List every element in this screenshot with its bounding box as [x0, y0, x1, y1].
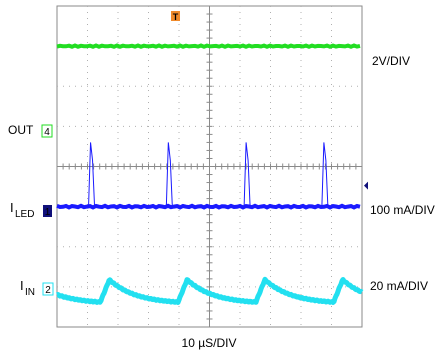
- trace-iled: [56, 203, 361, 210]
- spike-iled: [321, 142, 329, 207]
- scale-label-iled: 100 mA/DIV: [370, 203, 435, 217]
- label-iled-sub: LED: [15, 209, 34, 220]
- channel-badge-out: 4: [44, 127, 50, 138]
- label-iin-sub: IN: [25, 287, 35, 298]
- channel-badge-iled: 1: [45, 207, 51, 218]
- traces: [55, 43, 368, 305]
- trigger-marker: T: [171, 11, 180, 22]
- scale-label-iin: 20 mA/DIV: [370, 279, 428, 293]
- trace-iin: [55, 276, 364, 305]
- channel-label-iin: I IN 2: [20, 278, 54, 298]
- x-axis-label: 10 µS/DIV: [182, 336, 237, 350]
- spike-iled: [165, 142, 173, 207]
- channel-label-iled: I LED 1: [10, 200, 52, 220]
- channel-badge-iin: 2: [45, 285, 51, 296]
- spike-iled: [88, 142, 96, 207]
- grid: [56, 5, 363, 328]
- scale-label-out: 2V/DIV: [372, 54, 410, 68]
- level-marker-iled: [364, 181, 368, 190]
- spike-iled: [243, 142, 251, 207]
- trigger-label: T: [173, 12, 179, 22]
- label-iled-main: I: [10, 200, 14, 215]
- label-out-text: OUT: [8, 123, 34, 137]
- trace-out: [56, 43, 361, 49]
- label-iin-main: I: [20, 278, 24, 293]
- channel-label-out: OUT 4: [8, 123, 53, 138]
